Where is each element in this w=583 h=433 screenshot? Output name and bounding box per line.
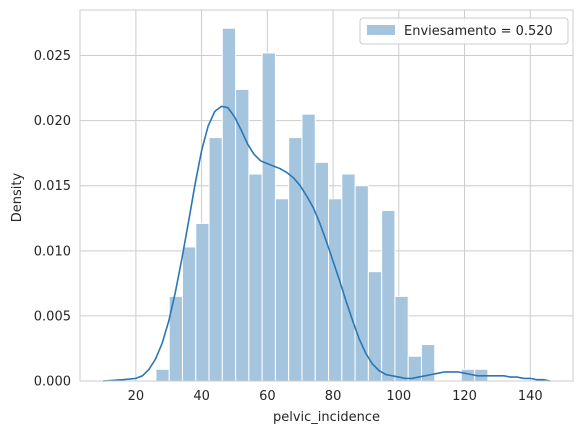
histogram-bar: [261, 52, 276, 382]
x-tick-label: 60: [259, 389, 276, 404]
histogram-bar: [314, 161, 330, 382]
legend: Enviesamento = 0.520: [359, 17, 569, 45]
x-tick-label: 40: [193, 389, 210, 404]
x-tick-labels: 20 40 60 80 100 120 140: [128, 389, 543, 404]
histogram-bars: [155, 27, 489, 382]
y-tick-label: 0.025: [34, 49, 71, 64]
legend-label: Enviesamento = 0.520: [404, 24, 553, 39]
histogram-bar: [288, 137, 303, 382]
histogram-bar: [367, 271, 383, 382]
x-tick-label: 140: [518, 389, 543, 404]
histogram-bar: [381, 209, 396, 382]
histogram-bar: [328, 198, 343, 382]
histogram-bar: [301, 113, 316, 382]
x-axis-label: pelvic_incidence: [273, 410, 380, 425]
y-tick-label: 0.000: [34, 375, 71, 390]
histogram-bar: [354, 185, 369, 382]
y-tick-label: 0.005: [34, 309, 71, 324]
y-axis-label: Density: [10, 172, 25, 222]
histogram-bar: [248, 173, 263, 382]
x-tick-label: 120: [452, 389, 477, 404]
histogram-bar: [208, 137, 223, 382]
histogram-bar: [274, 198, 290, 382]
histogram-bar: [195, 222, 210, 382]
histogram-bar: [341, 173, 356, 382]
x-tick-label: 80: [325, 389, 342, 404]
kde-curve: [102, 105, 551, 382]
legend-box: [359, 17, 569, 45]
x-tick-label: 20: [128, 389, 145, 404]
x-tick-label: 100: [386, 389, 411, 404]
y-tick-label: 0.020: [34, 114, 71, 129]
histogram-bar: [155, 368, 170, 382]
y-tick-label: 0.015: [34, 179, 71, 194]
histogram-bar: [394, 295, 409, 382]
axes-frame: [79, 9, 574, 382]
y-tick-label: 0.010: [34, 244, 71, 259]
plot-frame: [79, 9, 574, 382]
legend-swatch: [367, 25, 395, 35]
histogram-bar: [221, 27, 237, 382]
histogram-bar: [181, 246, 197, 382]
y-tick-labels: 0.000 0.005 0.010 0.015 0.020 0.025: [34, 49, 71, 389]
